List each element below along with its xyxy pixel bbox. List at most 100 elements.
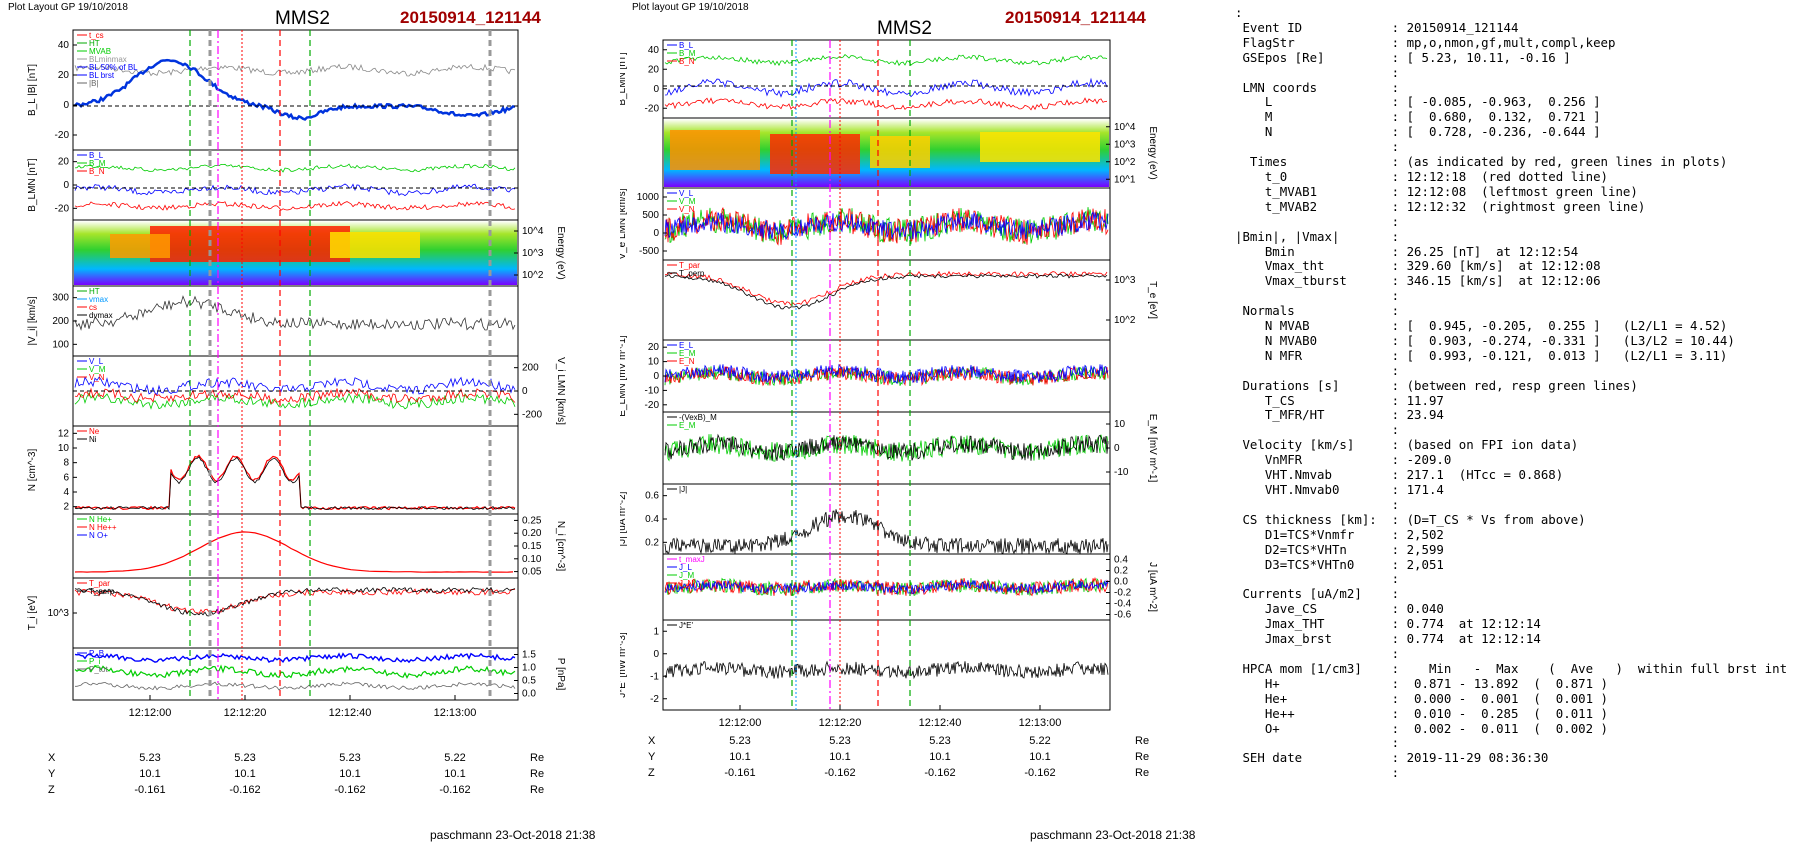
coord-row-label: X: [48, 752, 56, 764]
legend-entry: N He++: [89, 523, 117, 532]
spectrogram-band: [670, 130, 760, 170]
panel-frame: [72, 29, 519, 151]
tick-label: 0: [1114, 443, 1120, 454]
legend-entry: E_M: [679, 349, 696, 358]
info-line: :: [1235, 735, 1400, 751]
left-plot-layout: Plot Layout GP 19/10/2018: [8, 2, 128, 13]
tick-label: 1.5: [522, 650, 536, 661]
time-tick-label: 12:12:40: [329, 707, 372, 719]
tick-label: -10: [1114, 467, 1129, 478]
panel-6: 10 0 -10 E_M [mV m^-1] -(VexB)_ME_M: [662, 411, 1158, 485]
panel-frame: [662, 619, 1111, 711]
tick-label: 200: [522, 363, 539, 374]
legend-entry: Ni: [89, 435, 97, 444]
legend-entry: B_L: [679, 41, 694, 50]
tick-label: 0: [63, 100, 69, 111]
legend-entry: B_M: [679, 49, 696, 58]
legend-entry: V_N: [89, 373, 105, 382]
info-line: HPCA mom [1/cm3] : Min - Max ( Ave ) wit…: [1235, 660, 1788, 676]
tick-label: 0.10: [522, 554, 542, 565]
tick-label: 4: [63, 487, 69, 498]
tick-label: 0.05: [522, 567, 542, 578]
series-line: [74, 183, 516, 197]
tick-label: 12: [58, 428, 70, 439]
y-axis-label: P [nPa]: [555, 658, 566, 691]
panel-2: 10^4 10^3 10^2 10^1 Energy (eV): [662, 117, 1158, 189]
info-line: :: [1235, 362, 1400, 378]
tick-label: -200: [522, 409, 542, 420]
tick-label: 1: [653, 626, 659, 637]
spectrogram-band: [150, 226, 350, 262]
y-axis-label: Energy (eV): [555, 226, 566, 279]
coord-cell: -0.162: [824, 767, 856, 779]
series-line: [664, 77, 1108, 98]
series-line: [664, 97, 1108, 111]
tick-label: 10^3: [522, 248, 544, 259]
info-line: :: [1235, 213, 1400, 229]
tick-label: -0.4: [1114, 599, 1132, 610]
series-line: [74, 200, 516, 211]
info-line: LMN coords :: [1235, 79, 1400, 95]
spectrogram-band: [330, 232, 420, 258]
tick-label: 10^2: [1114, 315, 1136, 326]
coord-cell: -0.162: [1024, 767, 1056, 779]
tick-label: 0: [653, 228, 659, 239]
tick-label: 2: [63, 502, 69, 513]
info-line: N MVAB0 : [ 0.903, -0.274, -0.331 ] (L3/…: [1235, 332, 1735, 348]
tick-label: 20: [58, 70, 70, 81]
legend-entry: P_tot: [89, 665, 108, 674]
info-line: :: [1235, 422, 1400, 438]
series-line: [74, 58, 516, 121]
legend-entry: |J|: [679, 485, 687, 494]
tick-label: 20: [648, 342, 660, 353]
info-line: N : [ 0.728, -0.236, -0.644 ]: [1235, 124, 1601, 140]
tick-label: 10: [648, 357, 660, 368]
panel-1: 40 20 0 -20 B_LMN [nT] B_LB_MB_N: [620, 39, 1111, 119]
tick-label: 0: [522, 386, 528, 397]
legend-entry: -(VexB)_M: [679, 413, 717, 422]
info-line: He++ : 0.010 - 0.285 ( 0.011 ): [1235, 705, 1608, 721]
coord-unit: Re: [530, 752, 545, 764]
coord-cell: 5.22: [1029, 735, 1051, 747]
legend-entry: dvmax: [89, 311, 113, 320]
tick-label: -0.6: [1114, 610, 1132, 621]
series-line: [74, 295, 516, 331]
tick-label: 0.2: [1114, 566, 1128, 577]
series-line: [74, 387, 516, 404]
panel-2: 20 0 -20 B_LMN [nT] B_LB_MB_N: [27, 149, 519, 221]
legend-entry: N O+: [89, 531, 108, 540]
spectrogram-band: [110, 234, 170, 258]
legend-entry: BL brst: [89, 71, 115, 80]
y-axis-label: T_i [eV]: [27, 596, 38, 631]
legend-entry: HT: [89, 287, 100, 296]
coord-unit: Re: [530, 784, 545, 796]
panel-7: 0.25 0.20 0.15 0.10 0.05 N_i [cm^-3] N He+N He…: [72, 513, 566, 579]
y-axis-label: E_M [mV m^-1]: [1147, 414, 1158, 483]
middle-plot-layout: Plot layout GP 19/10/2018: [632, 2, 749, 13]
series-line: [664, 210, 1109, 241]
y-axis-label: B_LMN [nT]: [27, 158, 38, 212]
series-line: [664, 363, 1109, 385]
info-line: N MVAB : [ 0.945, -0.205, 0.255 ] (L2/L1…: [1235, 318, 1728, 334]
legend-entry: E_M: [679, 421, 696, 430]
time-tick-label: 12:12:00: [129, 707, 172, 719]
info-line: O+ : 0.002 - 0.011 ( 0.002 ): [1235, 720, 1608, 736]
tick-label: -20: [645, 400, 660, 411]
middle-coords-table: X 5.23 5.23 5.23 5.22 Re Y 10.1 10.1 10.1 10.1 Re Z -…: [620, 735, 1235, 795]
tick-label: 0.4: [645, 514, 659, 525]
tick-label: 100: [52, 339, 69, 350]
info-line: :: [1235, 496, 1400, 512]
series-line: [74, 376, 516, 396]
series-line: [75, 681, 516, 691]
series-line: [664, 273, 1108, 310]
tick-label: 0.0: [1114, 577, 1128, 588]
tick-label: 0.0: [522, 689, 536, 700]
legend-entry: B_N: [89, 167, 105, 176]
tick-label: 20: [648, 64, 660, 75]
legend-entry: vmax: [89, 295, 108, 304]
series-line: [74, 652, 516, 664]
